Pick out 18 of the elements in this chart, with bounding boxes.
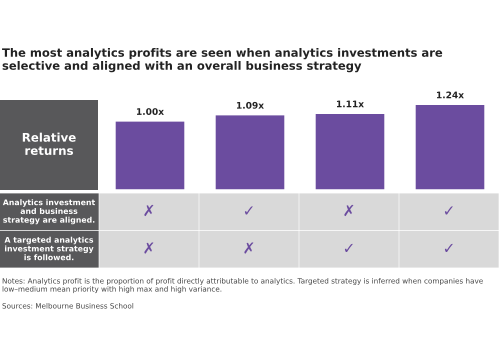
bar	[314, 112, 386, 190]
y-axis-title: Relative returns	[22, 132, 76, 156]
text: ✓	[444, 206, 453, 214]
text: ✗	[144, 204, 154, 216]
text: ✗	[244, 242, 254, 254]
data-label: 1.24x	[436, 92, 464, 98]
text: ✓	[344, 244, 353, 252]
chart-title: The most analytics profits are seen when analytics investments are selective and aligned with an overall business strategy	[2, 48, 442, 72]
text: ✓	[244, 206, 253, 214]
data-label: 1.00x	[136, 108, 164, 115]
data-label: 1.11x	[336, 100, 364, 108]
bar	[414, 104, 486, 190]
text: ✓	[444, 244, 453, 252]
bar	[214, 114, 286, 190]
bar	[114, 120, 186, 190]
data-label: 1.09x	[236, 102, 264, 109]
text: ✗	[144, 242, 154, 254]
text: ✗	[344, 204, 354, 216]
